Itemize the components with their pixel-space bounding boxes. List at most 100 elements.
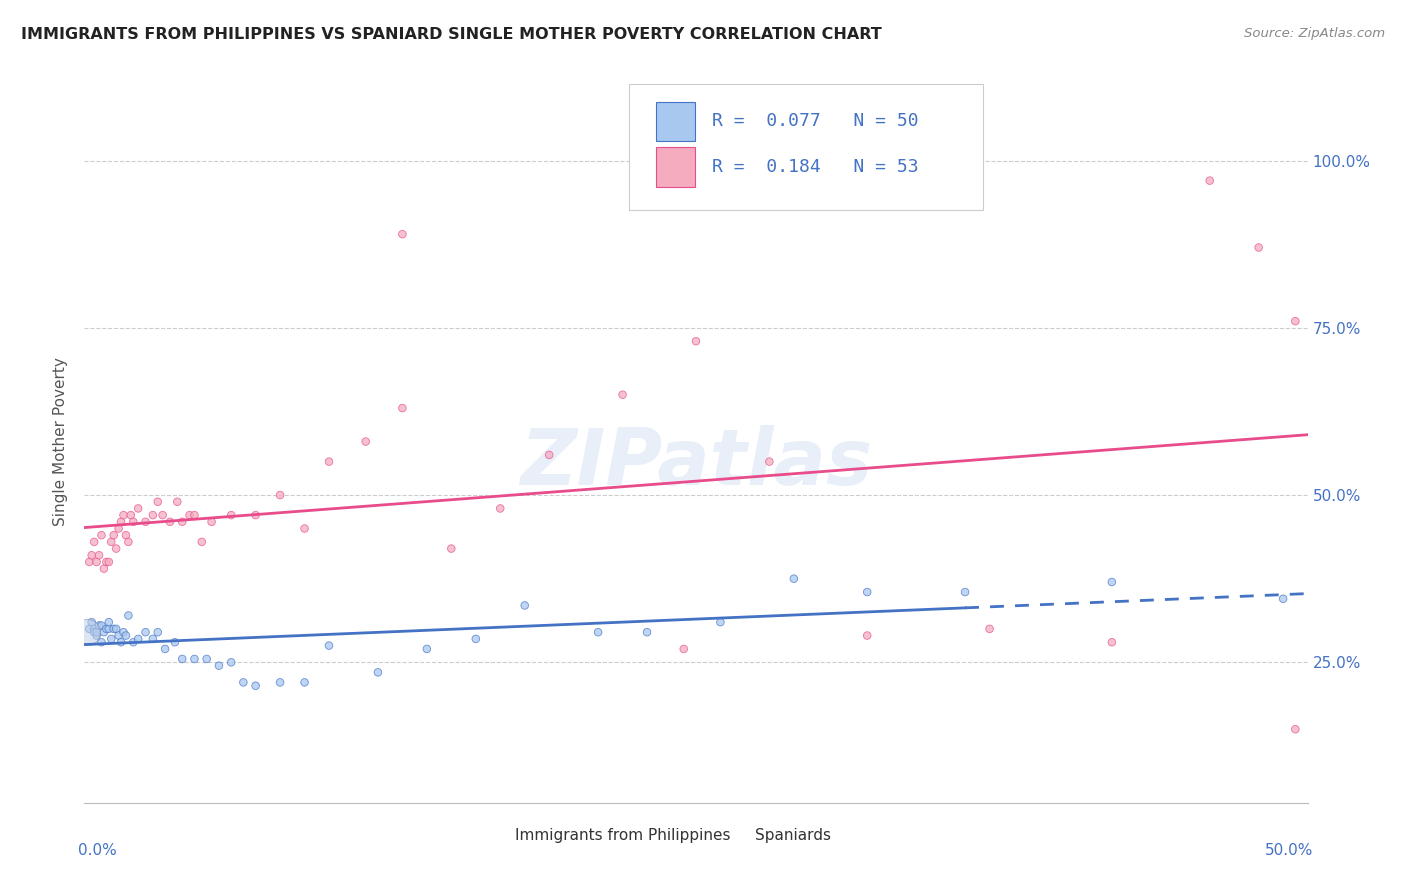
Text: R =  0.184   N = 53: R = 0.184 N = 53 (711, 158, 918, 176)
Point (783, 572, 806, 586)
Point (1101, 575, 1123, 590)
Point (112, 508, 135, 523)
Point (856, 585, 879, 599)
Point (93, 562, 115, 576)
Point (122, 635, 145, 649)
Point (86, 555, 108, 569)
Point (127, 632, 149, 646)
Point (367, 665, 389, 680)
Point (135, 515, 157, 529)
Text: ZIPatlas: ZIPatlas (520, 425, 872, 501)
Point (80, 615, 103, 630)
Point (219, 508, 242, 523)
Point (612, 387, 634, 401)
Point (245, 679, 267, 693)
Point (83, 622, 105, 636)
Point (953, 585, 976, 599)
Point (672, 642, 695, 657)
Point (96, 555, 118, 569)
Point (146, 494, 169, 508)
Text: 50.0%: 50.0% (1265, 843, 1313, 857)
Point (152, 508, 174, 523)
Bar (723, 824, 748, 847)
Point (107, 521, 129, 535)
Point (135, 625, 157, 640)
Point (112, 625, 135, 640)
Point (110, 635, 132, 649)
Point (77, 555, 100, 569)
Point (191, 534, 214, 549)
Point (115, 629, 138, 643)
Point (513, 599, 536, 613)
Point (87, 548, 110, 563)
Point (122, 515, 145, 529)
Point (96, 622, 118, 636)
Point (1247, 241, 1270, 255)
Point (100, 534, 122, 549)
Point (856, 629, 879, 643)
Point (183, 652, 205, 666)
Point (269, 488, 291, 502)
Point (200, 515, 222, 529)
Point (636, 625, 658, 640)
Point (103, 622, 125, 636)
Point (245, 508, 267, 523)
Text: IMMIGRANTS FROM PHILIPPINES VS SPANIARD SINGLE MOTHER POVERTY CORRELATION CHART: IMMIGRANTS FROM PHILIPPINES VS SPANIARD … (21, 27, 882, 42)
Point (489, 501, 512, 516)
Point (318, 639, 340, 653)
Point (86, 629, 108, 643)
Point (172, 652, 194, 666)
FancyBboxPatch shape (628, 84, 983, 211)
Point (294, 675, 316, 690)
Bar (655, 147, 695, 186)
Point (464, 632, 486, 646)
Point (208, 658, 231, 673)
Point (110, 515, 132, 529)
Point (232, 675, 254, 690)
Point (87, 618, 110, 632)
Text: 0.0%: 0.0% (79, 843, 117, 857)
Point (103, 528, 125, 542)
Point (83, 625, 105, 640)
Point (97, 555, 120, 569)
Point (83, 534, 105, 549)
Point (586, 625, 609, 640)
Point (142, 632, 165, 646)
Point (1272, 591, 1295, 606)
Point (294, 521, 316, 535)
Point (90, 635, 112, 649)
Point (159, 515, 181, 529)
Point (120, 508, 142, 523)
Bar (482, 824, 506, 847)
Bar (655, 102, 695, 141)
Point (709, 615, 731, 630)
Point (117, 608, 139, 623)
Text: Spaniards: Spaniards (755, 828, 831, 843)
Point (97, 615, 120, 630)
Point (758, 455, 780, 469)
Point (440, 541, 463, 556)
Point (100, 632, 122, 646)
Point (127, 501, 149, 516)
Point (86, 625, 108, 640)
Point (142, 508, 165, 523)
Point (76, 625, 98, 640)
Point (93, 625, 115, 640)
Point (391, 227, 413, 242)
Point (146, 625, 169, 640)
Point (391, 401, 413, 416)
Point (153, 642, 176, 657)
Point (172, 515, 194, 529)
Text: Immigrants from Philippines: Immigrants from Philippines (515, 828, 731, 843)
Point (166, 494, 188, 508)
Point (685, 334, 707, 349)
Point (117, 534, 139, 549)
Point (179, 508, 201, 523)
Point (163, 635, 186, 649)
Point (354, 434, 377, 449)
Point (1284, 723, 1306, 737)
Point (979, 622, 1001, 636)
Point (1198, 174, 1220, 188)
Point (1101, 635, 1123, 649)
Point (97, 622, 120, 636)
